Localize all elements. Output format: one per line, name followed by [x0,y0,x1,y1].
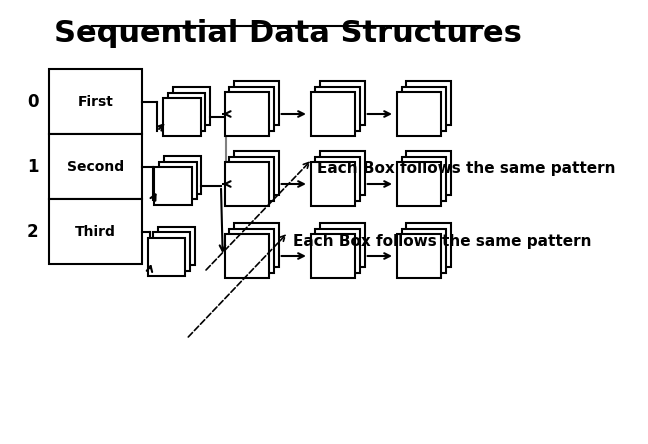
Text: First: First [78,95,113,108]
FancyBboxPatch shape [49,69,142,134]
FancyBboxPatch shape [310,162,355,206]
Text: Sequential Data Structures: Sequential Data Structures [54,19,522,48]
FancyBboxPatch shape [310,92,355,136]
FancyBboxPatch shape [402,229,446,273]
FancyBboxPatch shape [158,227,195,265]
FancyBboxPatch shape [163,98,200,136]
FancyBboxPatch shape [406,223,451,267]
FancyBboxPatch shape [320,151,365,195]
FancyBboxPatch shape [154,167,192,205]
FancyBboxPatch shape [49,134,142,199]
Text: Second: Second [67,159,124,174]
Text: 0: 0 [27,92,39,111]
Text: Each Box follows the same pattern: Each Box follows the same pattern [317,161,616,176]
FancyBboxPatch shape [320,223,365,267]
FancyBboxPatch shape [402,156,446,201]
FancyBboxPatch shape [229,87,273,131]
Text: 1: 1 [27,158,39,175]
FancyBboxPatch shape [49,199,142,264]
Text: Each Box follows the same pattern: Each Box follows the same pattern [293,234,592,249]
FancyBboxPatch shape [316,87,360,131]
FancyBboxPatch shape [159,162,196,199]
FancyBboxPatch shape [168,92,205,131]
FancyBboxPatch shape [148,238,185,276]
FancyBboxPatch shape [397,234,441,278]
FancyBboxPatch shape [397,162,441,206]
FancyBboxPatch shape [316,229,360,273]
FancyBboxPatch shape [320,81,365,125]
FancyBboxPatch shape [229,156,273,201]
FancyBboxPatch shape [229,229,273,273]
FancyBboxPatch shape [310,234,355,278]
FancyBboxPatch shape [235,81,279,125]
FancyBboxPatch shape [397,92,441,136]
FancyBboxPatch shape [153,233,191,270]
FancyBboxPatch shape [406,151,451,195]
Text: Third: Third [75,225,116,238]
FancyBboxPatch shape [316,156,360,201]
FancyBboxPatch shape [173,87,211,125]
FancyBboxPatch shape [224,234,269,278]
FancyBboxPatch shape [235,151,279,195]
FancyBboxPatch shape [164,156,202,194]
FancyBboxPatch shape [235,223,279,267]
FancyBboxPatch shape [224,92,269,136]
Text: 2: 2 [27,222,39,241]
FancyBboxPatch shape [402,87,446,131]
FancyBboxPatch shape [406,81,451,125]
FancyBboxPatch shape [224,162,269,206]
